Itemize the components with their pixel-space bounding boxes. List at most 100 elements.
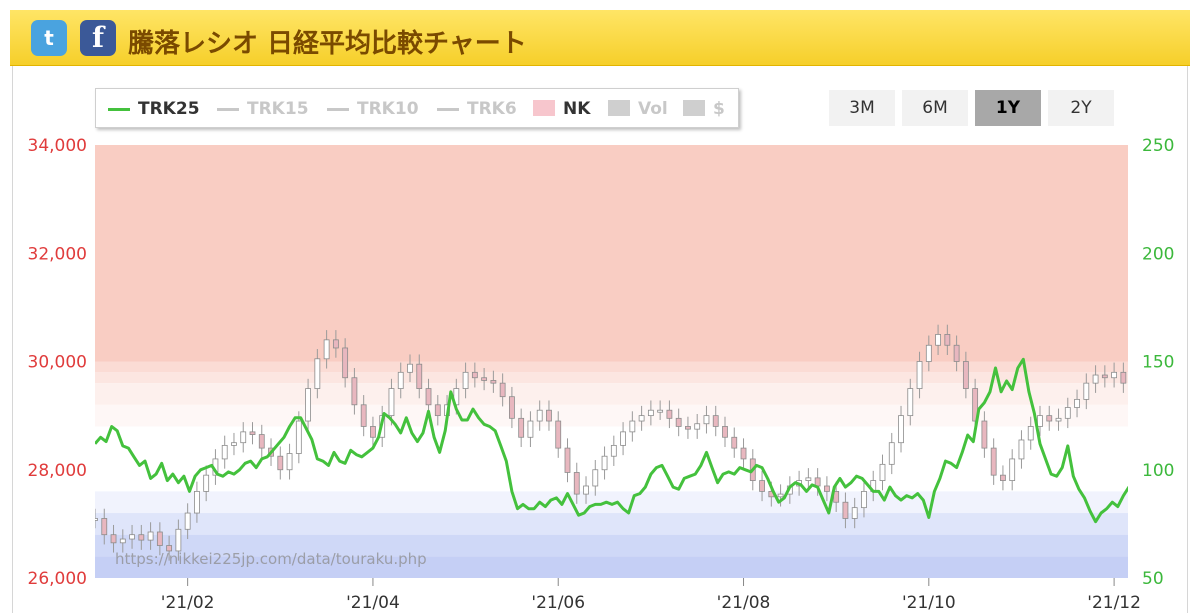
nk-candle — [731, 436, 738, 449]
nk-candle — [231, 442, 237, 446]
nk-candle — [119, 538, 126, 544]
nk-candle — [490, 380, 497, 384]
nk-candle — [536, 409, 543, 422]
nk-candle — [824, 485, 830, 492]
nk-candle — [1074, 398, 1080, 408]
right-axis-tick-label: 150 — [1142, 353, 1174, 373]
nk-candle — [666, 409, 673, 419]
nk-candle — [388, 388, 395, 417]
nk-candle — [1000, 474, 1006, 481]
nk-candle — [638, 415, 645, 422]
range-button-2y[interactable]: 2Y — [1048, 90, 1114, 126]
nk-candle — [434, 404, 441, 417]
nk-candle — [610, 444, 617, 457]
legend-item-usd[interactable]: $ — [683, 99, 725, 119]
legend-item-trk15[interactable]: TRK15 — [217, 99, 309, 119]
nk-candle — [962, 361, 969, 389]
right-axis-tick-label: 250 — [1142, 136, 1174, 156]
nk-candle — [462, 371, 469, 389]
nk-candle — [1111, 371, 1118, 379]
nk-candle — [147, 531, 154, 541]
nk-candle — [527, 420, 534, 438]
legend-item-trk25[interactable]: TRK25 — [108, 99, 200, 119]
nk-candle — [1139, 391, 1144, 405]
background-band — [95, 372, 1128, 384]
nk-candle — [1018, 439, 1025, 460]
chart-frame — [12, 66, 1188, 613]
nk-candle — [166, 545, 173, 552]
nk-candle — [203, 474, 210, 492]
left-axis-tick-label: 28,000 — [28, 461, 87, 481]
range-button-3m[interactable]: 3M — [829, 90, 895, 126]
legend-label: Vol — [638, 99, 668, 119]
nk-candle — [935, 334, 941, 346]
nk-candle — [842, 501, 849, 519]
nk-candle — [481, 377, 488, 381]
nk-candle — [944, 334, 951, 346]
nk-candle — [286, 453, 293, 471]
nk-candle — [351, 377, 358, 406]
nk-candle — [777, 493, 784, 498]
nk-candle — [1176, 472, 1181, 475]
legend-item-vol[interactable]: Vol — [608, 99, 668, 119]
legend-line-icon — [437, 107, 459, 111]
legend-swatch-icon — [683, 100, 705, 116]
nk-candle — [1037, 415, 1043, 427]
legend-label: TRK6 — [467, 99, 517, 119]
nk-candle — [407, 363, 413, 373]
x-axis-tick-label: '21/12 — [1087, 593, 1141, 613]
nk-candle — [156, 531, 163, 546]
legend-item-trk6[interactable]: TRK6 — [437, 99, 517, 119]
nk-candle — [601, 455, 608, 471]
nk-candle — [499, 382, 506, 398]
nk-candle — [907, 388, 914, 417]
nk-candle — [1027, 426, 1034, 441]
nk-candle — [712, 415, 719, 427]
x-axis-tick-label: '21/08 — [717, 593, 771, 613]
nk-candle — [1064, 407, 1071, 419]
legend-label: TRK10 — [357, 99, 419, 119]
nk-candle — [314, 358, 321, 389]
x-axis-tick-label: '21/04 — [346, 593, 400, 613]
twitter-share-icon[interactable]: t — [31, 20, 67, 56]
nk-candle — [323, 339, 330, 360]
legend-item-nk[interactable]: NK — [533, 99, 590, 119]
nk-candle — [1046, 415, 1053, 422]
nk-candle — [425, 388, 432, 406]
nk-candle — [546, 409, 552, 422]
nk-candle — [1186, 475, 1191, 478]
title-bar: t f 騰落レシオ 日経平均比較チャート — [10, 10, 1190, 66]
nk-candle — [110, 534, 117, 544]
background-band — [95, 513, 1128, 535]
nk-candle — [888, 442, 895, 465]
legend-swatch-icon — [608, 100, 630, 116]
range-button-1y[interactable]: 1Y — [975, 90, 1041, 126]
range-button-6m[interactable]: 6M — [902, 90, 968, 126]
facebook-share-icon[interactable]: f — [80, 20, 116, 56]
nk-candle — [861, 490, 867, 509]
legend-label: TRK25 — [138, 99, 200, 119]
nk-candle — [240, 431, 247, 444]
nk-candle — [685, 426, 691, 430]
nk-candle — [332, 339, 339, 349]
nk-candle — [175, 528, 182, 552]
nk-candle — [129, 534, 135, 540]
background-band — [95, 145, 1128, 362]
nk-candle — [1130, 383, 1135, 391]
chart-legend: TRK25 TRK15 TRK10 TRK6 NK Vol $ — [95, 88, 739, 128]
nk-candle — [972, 388, 979, 422]
left-axis-tick-label: 32,000 — [28, 244, 87, 264]
nk-candle — [305, 388, 311, 422]
background-band — [95, 361, 1128, 373]
nk-candle — [703, 415, 710, 425]
right-axis-tick-label: 200 — [1142, 244, 1174, 264]
nk-candle — [277, 455, 284, 471]
nk-candle — [916, 361, 923, 389]
legend-item-trk10[interactable]: TRK10 — [327, 99, 419, 119]
nk-candle — [1092, 374, 1099, 384]
nk-candle — [1009, 458, 1016, 481]
nk-candle — [990, 447, 997, 476]
nk-candle — [1158, 426, 1163, 456]
plot-series — [95, 324, 1191, 561]
